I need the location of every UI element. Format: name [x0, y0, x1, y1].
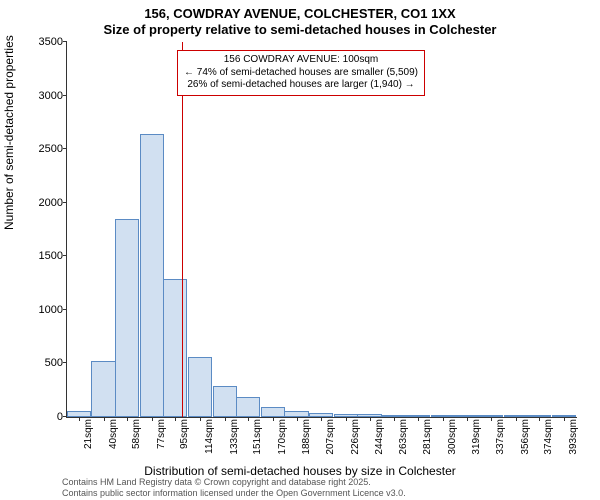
chart-title-desc: Size of property relative to semi-detach… — [0, 22, 600, 37]
y-tick-label: 3500 — [39, 36, 63, 48]
annotation-line-1: 156 COWDRAY AVENUE: 100sqm — [184, 54, 418, 67]
x-tick-label: 263sqm — [398, 419, 409, 455]
y-tick-label: 1500 — [39, 250, 63, 262]
annotation-line-3: 26% of semi-detached houses are larger (… — [184, 79, 418, 92]
x-tick-label: 319sqm — [471, 419, 482, 455]
x-tick-mark — [225, 417, 226, 421]
y-tick-mark — [63, 41, 67, 42]
x-tick-label: 151sqm — [252, 419, 263, 455]
property-size-histogram: 156, COWDRAY AVENUE, COLCHESTER, CO1 1XX… — [0, 0, 600, 500]
y-tick-label: 500 — [45, 357, 63, 369]
histogram-bar — [236, 397, 260, 417]
x-tick-mark — [79, 417, 80, 421]
x-tick-label: 133sqm — [229, 419, 240, 455]
x-tick-label: 40sqm — [108, 419, 119, 449]
x-tick-mark — [564, 417, 565, 421]
y-tick-mark — [63, 95, 67, 96]
histogram-bar — [213, 386, 237, 417]
x-tick-label: 95sqm — [179, 419, 190, 449]
y-tick-mark — [63, 202, 67, 203]
x-tick-mark — [370, 417, 371, 421]
x-tick-mark — [346, 417, 347, 421]
credit-line-2: Contains public sector information licen… — [62, 488, 406, 499]
histogram-bar — [188, 357, 212, 417]
x-tick-label: 393sqm — [568, 419, 579, 455]
x-tick-mark — [175, 417, 176, 421]
x-tick-label: 356sqm — [520, 419, 531, 455]
x-tick-label: 188sqm — [301, 419, 312, 455]
x-axis-label: Distribution of semi-detached houses by … — [0, 464, 600, 478]
x-tick-label: 337sqm — [495, 419, 506, 455]
histogram-bar — [261, 407, 285, 417]
x-tick-mark — [321, 417, 322, 421]
x-tick-mark — [539, 417, 540, 421]
x-tick-label: 244sqm — [374, 419, 385, 455]
annotation-line-2: ← 74% of semi-detached houses are smalle… — [184, 67, 418, 80]
y-tick-label: 0 — [57, 411, 63, 423]
x-tick-label: 207sqm — [325, 419, 336, 455]
x-tick-label: 226sqm — [350, 419, 361, 455]
x-tick-mark — [248, 417, 249, 421]
y-tick-mark — [63, 362, 67, 363]
data-credit: Contains HM Land Registry data © Crown c… — [62, 477, 406, 499]
x-tick-label: 281sqm — [422, 419, 433, 455]
x-tick-mark — [297, 417, 298, 421]
x-tick-label: 170sqm — [277, 419, 288, 455]
x-tick-label: 300sqm — [447, 419, 458, 455]
x-tick-mark — [394, 417, 395, 421]
x-tick-mark — [104, 417, 105, 421]
y-tick-mark — [63, 255, 67, 256]
x-tick-mark — [516, 417, 517, 421]
annotation-box: 156 COWDRAY AVENUE: 100sqm← 74% of semi-… — [177, 50, 425, 96]
histogram-bar — [163, 279, 187, 417]
histogram-bar — [115, 219, 139, 417]
x-tick-mark — [418, 417, 419, 421]
plot-area: 050010001500200025003000350021sqm40sqm58… — [66, 42, 577, 418]
y-tick-mark — [63, 148, 67, 149]
x-tick-mark — [443, 417, 444, 421]
x-tick-mark — [127, 417, 128, 421]
x-tick-label: 114sqm — [204, 419, 215, 454]
y-tick-label: 2000 — [39, 197, 63, 209]
x-tick-mark — [200, 417, 201, 421]
x-tick-mark — [152, 417, 153, 421]
y-tick-mark — [63, 309, 67, 310]
histogram-bar — [140, 134, 164, 417]
histogram-bar — [91, 361, 115, 417]
x-tick-label: 77sqm — [156, 419, 167, 449]
y-tick-label: 1000 — [39, 304, 63, 316]
chart-title-address: 156, COWDRAY AVENUE, COLCHESTER, CO1 1XX — [0, 6, 600, 21]
x-tick-mark — [467, 417, 468, 421]
y-axis-label: Number of semi-detached properties — [2, 35, 16, 230]
y-tick-label: 3000 — [39, 90, 63, 102]
x-tick-mark — [491, 417, 492, 421]
x-tick-label: 21sqm — [83, 419, 94, 449]
property-marker-line — [182, 42, 183, 417]
x-tick-mark — [273, 417, 274, 421]
y-tick-label: 2500 — [39, 143, 63, 155]
x-tick-label: 58sqm — [131, 419, 142, 449]
x-tick-label: 374sqm — [543, 419, 554, 455]
credit-line-1: Contains HM Land Registry data © Crown c… — [62, 477, 406, 488]
